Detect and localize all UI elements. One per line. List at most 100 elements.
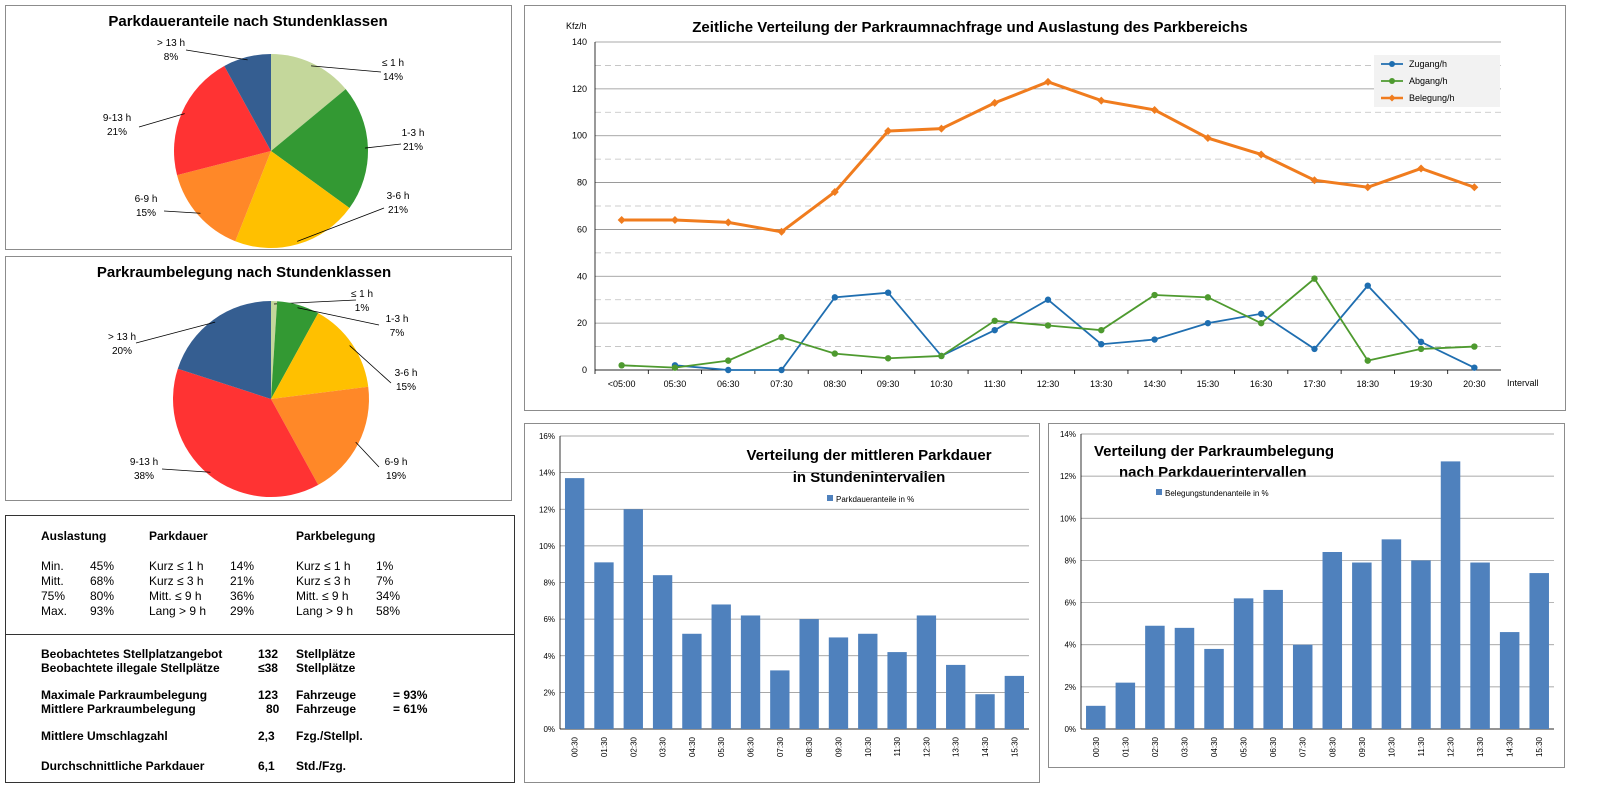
bar — [1004, 675, 1025, 729]
line-legend: Zugang/h Abgang/h Belegung/h — [1374, 55, 1500, 107]
x-tick-label: 10:30 — [930, 379, 953, 389]
pie-slice-pct: 19% — [386, 471, 406, 482]
summary-extra: = 93% — [393, 688, 428, 702]
series-point — [990, 98, 999, 107]
stat-value: 7% — [376, 574, 394, 588]
pie-title-belegung: Parkraumbelegung nach Stundenklassen — [97, 264, 391, 281]
bar-chart-belegung: Verteilung der Parkraumbelegung nach Par… — [1060, 430, 1554, 757]
pie-slice — [174, 65, 271, 176]
pie-slice — [173, 368, 319, 497]
x-tick-label: 02:30 — [629, 736, 638, 757]
summary-unit: Fzg./Stellpl. — [296, 729, 363, 743]
series-point — [1364, 282, 1371, 289]
header-parkbelegung: Parkbelegung — [296, 529, 376, 543]
x-tick-label: 07:30 — [776, 736, 785, 757]
legend-label: Parkdaueranteile in % — [836, 495, 914, 504]
pie-chart-belegung: Parkraumbelegung nach Stundenklassen ≤ 1… — [97, 264, 417, 497]
series-point — [884, 127, 893, 136]
stat-value: 58% — [376, 604, 401, 618]
bar — [1263, 589, 1283, 729]
summary-extra: = 61% — [393, 702, 428, 716]
x-tick-label: 13:30 — [1476, 736, 1485, 757]
series-point — [724, 218, 733, 227]
bar — [946, 664, 966, 729]
series-point — [831, 294, 839, 301]
series-point — [777, 227, 786, 236]
bar-title-line1: Verteilung der Parkraumbelegung — [1094, 443, 1334, 460]
pie-slice-pct: 21% — [403, 142, 423, 153]
stat-label: Kurz ≤ 1 h — [296, 559, 351, 573]
y-tick-label: 4% — [1064, 641, 1076, 650]
series-point — [1471, 364, 1478, 371]
pie-slice-label: 9-13 h — [130, 457, 158, 468]
summary-label: Beobachtetes Stellplatzangebot — [41, 647, 223, 661]
bar — [564, 478, 585, 729]
summary-label: Durchschnittliche Parkdauer — [41, 759, 205, 773]
series-point — [1150, 105, 1159, 114]
series-point — [1204, 294, 1212, 301]
pie-slice-pct: 21% — [388, 205, 408, 216]
bar — [711, 604, 731, 729]
series-point — [618, 362, 625, 369]
x-tick-label: 08:30 — [1328, 736, 1337, 757]
y-tick-label: 4% — [543, 652, 555, 661]
series-point — [937, 124, 946, 133]
series-point — [1204, 319, 1212, 327]
x-tick-label: 00:30 — [1092, 736, 1101, 757]
line-chart: Zeitliche Verteilung der Parkraumnachfra… — [566, 19, 1539, 389]
x-tick-label: 18:30 — [1356, 379, 1379, 389]
bar-chart-panel-belegung: Verteilung der Parkraumbelegung nach Par… — [1048, 423, 1565, 768]
line-chart-title: Zeitliche Verteilung der Parkraumnachfra… — [692, 19, 1247, 36]
pie-slice — [177, 301, 271, 399]
summary-label: Mittlere Umschlagzahl — [41, 729, 168, 743]
pie-slice-label: 9-13 h — [103, 113, 131, 124]
bar — [1499, 632, 1520, 729]
series-point — [1364, 357, 1371, 364]
legend-swatch — [827, 495, 833, 501]
x-tick-label: 02:30 — [1151, 736, 1160, 757]
pie-slice-label: 3-6 h — [387, 191, 410, 202]
header-parkdauer: Parkdauer — [149, 529, 208, 543]
series-point — [831, 350, 839, 357]
series-line — [621, 80, 1475, 234]
pie-slice-label: > 13 h — [157, 38, 185, 49]
x-tick-label: 05:30 — [1240, 736, 1249, 757]
series-point — [1257, 150, 1266, 159]
summary-label: Mittlere Parkraumbelegung — [41, 702, 196, 716]
bar — [1204, 648, 1224, 729]
bar — [1115, 682, 1136, 729]
bar — [1440, 461, 1461, 729]
stat-value: 34% — [376, 589, 401, 603]
bar — [1529, 573, 1549, 729]
pie-slice — [271, 386, 369, 485]
bar — [1233, 598, 1254, 729]
y-tick-label: 2% — [543, 688, 555, 697]
x-tick-label: 15:30 — [1535, 736, 1544, 757]
pie-leader-line — [364, 143, 402, 149]
pie-slice-pct: 21% — [107, 127, 127, 138]
series-point — [1311, 345, 1318, 353]
pie-leader-line — [138, 113, 185, 128]
series-point — [1417, 338, 1425, 346]
stat-label: 75% — [41, 589, 66, 603]
x-tick-label: 10:30 — [864, 736, 873, 757]
x-tick-label: <05:00 — [608, 379, 636, 389]
y-tick-label: 6% — [1064, 599, 1076, 608]
series-point — [725, 357, 732, 364]
stat-value: 80% — [90, 589, 115, 603]
x-tick-label: 06:30 — [717, 379, 740, 389]
x-tick-label: 12:30 — [922, 736, 931, 757]
x-tick-label: 06:30 — [1269, 736, 1278, 757]
y-tick-label: 8% — [543, 579, 555, 588]
y-tick-label: 0 — [582, 365, 587, 375]
header-auslastung: Auslastung — [41, 529, 107, 543]
y-tick-label: 12% — [1060, 472, 1076, 481]
summary-value: 2,3 — [258, 729, 275, 743]
y-tick-label: 0% — [543, 725, 555, 734]
pie-leader-line — [135, 321, 216, 344]
pie-slice — [271, 89, 369, 209]
x-tick-label: 20:30 — [1463, 379, 1486, 389]
stat-value: 68% — [90, 574, 115, 588]
legend-label: Abgang/h — [1409, 76, 1448, 86]
x-tick-label: 08:30 — [805, 736, 814, 757]
